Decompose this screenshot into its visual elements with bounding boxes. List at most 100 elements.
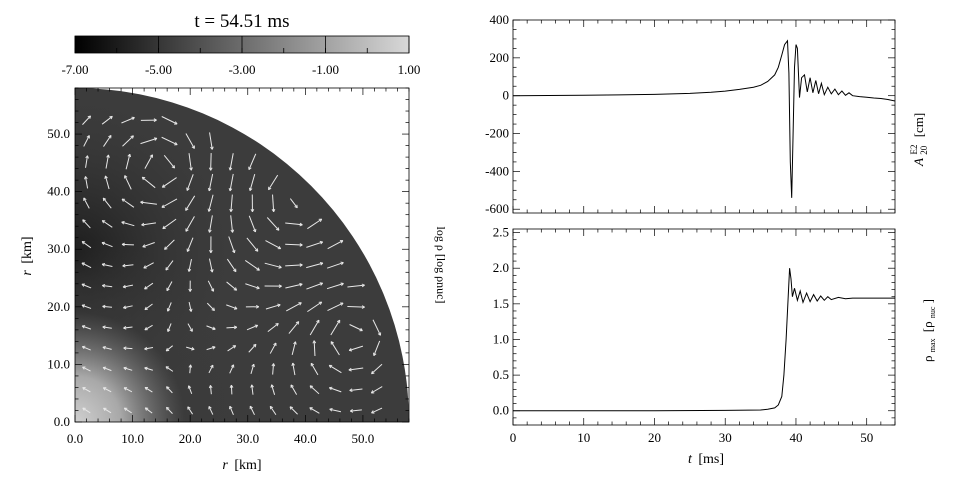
- velocity-arrow-head: [161, 204, 165, 208]
- velocity-arrow: [372, 319, 381, 336]
- velocity-arrow-head: [228, 187, 233, 192]
- velocity-arrow: [189, 364, 192, 374]
- velocity-arrow: [208, 258, 213, 273]
- velocity-arrow-head: [144, 286, 148, 290]
- velocity-arrow: [244, 260, 260, 271]
- velocity-arrow: [124, 407, 132, 414]
- velocity-arrow: [188, 301, 192, 312]
- velocity-arrow: [271, 384, 276, 395]
- velocity-arrow: [228, 236, 236, 253]
- velocity-arrow-head: [330, 341, 334, 345]
- velocity-arrow-head: [268, 186, 272, 191]
- velocity-arrow: [348, 367, 364, 371]
- velocity-arrow-head: [123, 305, 127, 310]
- velocity-arrow: [161, 116, 178, 125]
- velocity-arrow-head: [359, 327, 363, 332]
- velocity-arrow-head: [81, 241, 86, 245]
- velocity-arrow: [285, 222, 303, 226]
- velocity-arrow: [165, 260, 174, 271]
- velocity-arrow: [83, 197, 90, 209]
- velocity-arrow: [251, 384, 254, 395]
- velocity-arrow: [185, 133, 195, 149]
- velocity-arrow: [329, 408, 342, 413]
- velocity-arrow: [187, 406, 194, 415]
- velocity-arrow-head: [207, 187, 212, 192]
- velocity-arrow: [347, 284, 365, 288]
- velocity-arrow: [82, 115, 91, 125]
- velocity-arrow-head: [339, 240, 344, 244]
- map-y-tick-label: 30.0: [47, 241, 70, 256]
- velocity-arrow-head: [254, 324, 259, 328]
- velocity-arrow-head: [121, 198, 126, 202]
- velocity-arrow-head: [191, 347, 195, 351]
- velocity-arrow-head: [252, 343, 257, 348]
- max-density-series-line: [513, 268, 895, 412]
- velocity-arrow-head: [208, 385, 213, 389]
- velocity-arrow: [330, 341, 340, 356]
- velocity-arrow-head: [102, 197, 107, 202]
- velocity-arrow: [371, 407, 383, 414]
- velocity-arrow-head: [109, 115, 113, 120]
- y-tick-label: 200: [490, 50, 510, 65]
- velocity-arrow: [230, 194, 233, 212]
- velocity-arrow: [125, 154, 131, 170]
- velocity-arrow: [285, 243, 303, 246]
- velocity-arrow: [102, 197, 112, 209]
- velocity-arrow: [229, 153, 234, 171]
- velocity-arrow-head: [123, 346, 127, 350]
- velocity-arrow-head: [143, 265, 147, 269]
- velocity-arrow-head: [275, 227, 280, 231]
- velocity-arrow: [206, 302, 215, 311]
- velocity-arrow: [187, 323, 193, 332]
- velocity-arrow-head: [188, 308, 193, 312]
- velocity-arrow-head: [207, 208, 212, 212]
- velocity-arrow-head: [81, 283, 85, 287]
- velocity-arrow: [121, 117, 135, 124]
- density-map-panel: t = 54.51 ms -7.00 -5.00 -3.00 -1.00 1.00 lo…: [20, 11, 448, 473]
- velocity-arrow: [144, 303, 153, 311]
- velocity-arrow-head: [103, 407, 107, 411]
- velocity-arrow: [248, 343, 257, 353]
- velocity-arrow: [306, 241, 323, 248]
- density-core: [75, 88, 409, 422]
- velocity-arrow-head: [340, 302, 344, 306]
- velocity-arrow-head: [82, 219, 86, 223]
- velocity-arrow: [186, 174, 194, 191]
- velocity-arrow: [104, 175, 110, 190]
- velocity-arrow: [167, 323, 172, 332]
- velocity-arrow: [185, 216, 195, 232]
- y-tick-label: -200: [485, 126, 509, 141]
- velocity-arrow: [188, 259, 192, 272]
- velocity-arrow-head: [277, 303, 281, 308]
- velocity-arrow-head: [130, 135, 134, 139]
- velocity-arrow: [81, 304, 92, 309]
- velocity-arrow: [286, 302, 302, 312]
- velocity-arrow: [103, 387, 112, 393]
- waveform-panel: 400 200 0 -200 -400 -600 A 20 E2 [cm]: [485, 12, 929, 216]
- velocity-arrow: [143, 262, 154, 269]
- velocity-arrow-head: [230, 229, 235, 233]
- velocity-arrow: [101, 115, 113, 125]
- velocity-arrow-head: [165, 347, 170, 352]
- velocity-arrow: [121, 221, 135, 227]
- velocity-arrow-head: [102, 325, 106, 330]
- velocity-arrow-head: [102, 346, 106, 350]
- velocity-arrow-head: [228, 167, 233, 171]
- velocity-arrow: [102, 305, 113, 308]
- velocity-arrow-head: [299, 263, 303, 267]
- x-axis-label: r [km]: [222, 458, 261, 473]
- velocity-arrow: [347, 306, 365, 308]
- colorbar-label: log ρ [log ρnuc]: [434, 227, 448, 304]
- velocity-arrow-head: [340, 261, 344, 266]
- max-density-panel: 2.5 2.0 1.5 1.0 0.5 0.00 10 20 30 40 50 t [ms] ρ m…: [493, 225, 937, 467]
- velocity-arrow-head: [187, 385, 192, 389]
- velocity-arrow: [144, 387, 153, 393]
- velocity-arrow-head: [233, 306, 238, 310]
- velocity-arrow-head: [312, 340, 317, 344]
- velocity-arrow: [188, 153, 192, 171]
- velocity-arrow-head: [121, 242, 125, 247]
- velocity-arrow-head: [361, 305, 365, 309]
- velocity-arrow: [82, 366, 91, 372]
- velocity-arrow: [102, 346, 112, 350]
- map-x-tick-label: 10.0: [121, 431, 144, 446]
